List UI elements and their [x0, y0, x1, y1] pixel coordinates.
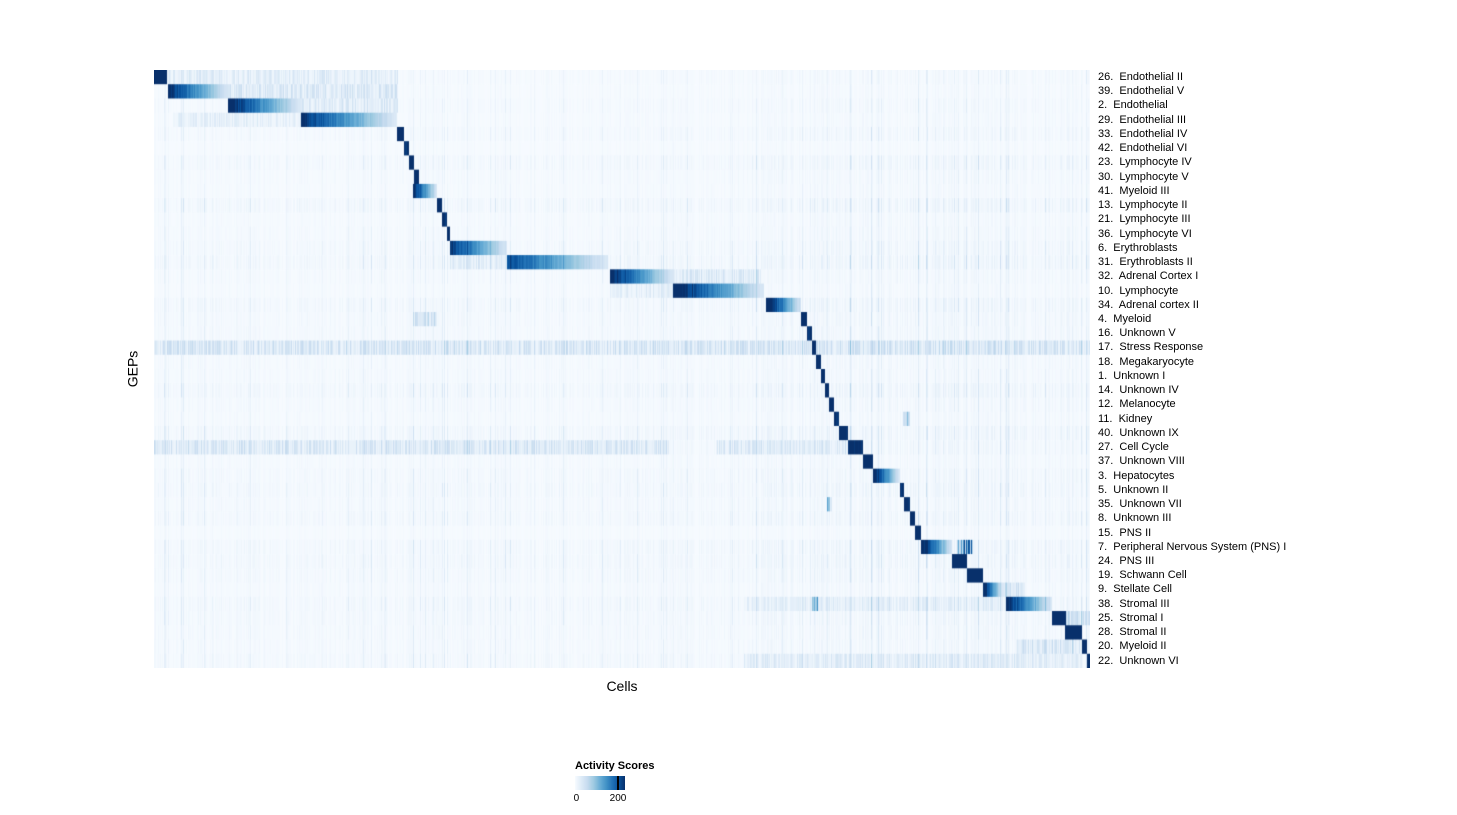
- row-label: 13. Lymphocyte II: [1098, 199, 1188, 212]
- y-axis-label-wrap: GEPs: [120, 70, 144, 668]
- row-label: 9. Stellate Cell: [1098, 583, 1172, 596]
- legend-tick-max: 200: [609, 793, 627, 804]
- row-label: 36. Lymphocyte VI: [1098, 227, 1192, 240]
- legend-tick-min: 0: [573, 793, 580, 804]
- colorbar-legend: Activity Scores 0 200: [573, 760, 715, 805]
- row-label: 18. Megakaryocyte: [1098, 355, 1194, 368]
- row-label: 10. Lymphocyte: [1098, 284, 1179, 297]
- row-label: 40. Unknown IX: [1098, 426, 1179, 439]
- row-label: 12. Melanocyte: [1098, 398, 1176, 411]
- row-label: 21. Lymphocyte III: [1098, 213, 1191, 226]
- row-label: 2. Endothelial: [1098, 99, 1168, 112]
- row-label: 7. Peripheral Nervous System (PNS) I: [1098, 540, 1287, 553]
- row-label: 33. Endothelial IV: [1098, 127, 1188, 140]
- row-label: 17. Stress Response: [1098, 341, 1204, 354]
- row-label: 23. Lymphocyte IV: [1098, 156, 1192, 169]
- row-label: 1. Unknown I: [1098, 369, 1166, 382]
- legend-ticks: 0 200: [573, 793, 715, 805]
- legend-title: Activity Scores: [575, 760, 655, 772]
- row-label: 28. Stromal II: [1098, 626, 1167, 639]
- row-label: 35. Unknown VII: [1098, 498, 1182, 511]
- row-label: 42. Endothelial VI: [1098, 142, 1188, 155]
- row-label: 30. Lymphocyte V: [1098, 170, 1189, 183]
- row-label: 5. Unknown II: [1098, 483, 1169, 496]
- row-label: 15. PNS II: [1098, 526, 1152, 539]
- row-label: 39. Endothelial V: [1098, 85, 1185, 98]
- row-label: 27. Cell Cycle: [1098, 441, 1169, 454]
- activity-heatmap: [154, 70, 1090, 668]
- row-label: 26. Endothelial II: [1098, 71, 1184, 83]
- row-label: 32. Adrenal Cortex I: [1098, 270, 1199, 283]
- row-label: 20. Myeloid II: [1098, 640, 1167, 653]
- row-label: 25. Stromal I: [1098, 611, 1164, 624]
- row-label: 16. Unknown V: [1098, 327, 1176, 340]
- row-label: 22. Unknown VI: [1098, 654, 1179, 667]
- x-axis-label: Cells: [606, 678, 638, 694]
- row-label: 41. Myeloid III: [1098, 184, 1170, 197]
- row-label: 29. Endothelial III: [1098, 113, 1187, 126]
- row-label: 34. Adrenal cortex II: [1098, 298, 1199, 311]
- row-label: 11. Kidney: [1098, 412, 1153, 425]
- row-label: 3. Hepatocytes: [1098, 469, 1175, 482]
- row-label: 38. Stromal III: [1098, 597, 1170, 610]
- row-label: 14. Unknown IV: [1098, 384, 1179, 397]
- colorbar-gradient: [575, 776, 625, 790]
- y-axis-label: GEPs: [124, 350, 141, 388]
- row-label: 19. Schwann Cell: [1098, 569, 1187, 582]
- row-label: 6. Erythroblasts: [1098, 241, 1178, 254]
- row-label: 4. Myeloid: [1098, 312, 1152, 325]
- row-label: 37. Unknown VIII: [1098, 455, 1185, 468]
- row-label: 8. Unknown III: [1098, 512, 1172, 525]
- row-label: 31. Erythroblasts II: [1098, 256, 1193, 269]
- row-label: 24. PNS III: [1098, 554, 1155, 567]
- colorbar-tick-mark: [617, 776, 619, 790]
- gep-row-labels: 26. Endothelial II 39. Endothelial V 2. En…: [1098, 70, 1448, 668]
